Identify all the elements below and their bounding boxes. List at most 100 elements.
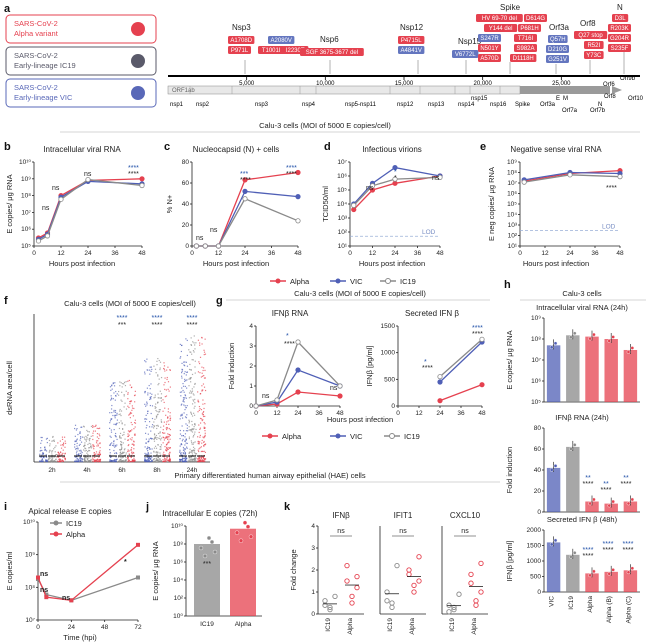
x-tick-label: IC19 xyxy=(387,618,394,632)
bar xyxy=(585,336,599,402)
sig-label: **** xyxy=(286,171,297,178)
data-point xyxy=(295,169,301,176)
sig-label: * xyxy=(124,559,127,566)
sig-label: **** xyxy=(187,322,198,329)
data-point xyxy=(479,382,485,388)
svg-text:V6772L: V6772L xyxy=(455,52,476,58)
b-xlabel: Hours post infection xyxy=(49,259,115,268)
chart-h1: 10⁵ 10⁶ 10⁷ 10⁸ 10⁹ E copies/ μg RNA xyxy=(505,315,640,406)
chart-k: Fold change IFNβ 0 1 2 3 4 IC19 Alpha ns IFIT1 IC19… xyxy=(289,511,488,635)
y-axis-label: Fold change xyxy=(289,549,298,590)
sig-label: **** xyxy=(152,322,163,329)
data-point xyxy=(85,176,91,183)
bar xyxy=(585,501,599,512)
lod-label: LOD xyxy=(422,229,436,236)
legend-alpha: Alpha xyxy=(290,277,310,286)
y-tick-label: 1 xyxy=(311,589,315,596)
y-tick-label: 2 xyxy=(249,363,253,370)
data-point xyxy=(44,595,49,600)
bar xyxy=(623,570,638,592)
data-point xyxy=(392,176,398,182)
chart-i: 10⁷ 10⁸ 10⁹ 10¹⁰ 0 24 48 72 E copies/ml ns ns ns * xyxy=(5,519,142,631)
sig-label: ns xyxy=(461,528,469,535)
g-xlabel: Hours post infection xyxy=(327,415,393,424)
series-legend: Alpha VIC IC19 xyxy=(270,277,416,286)
y-tick-label: 10⁶ xyxy=(173,559,183,566)
svg-text:P971L: P971L xyxy=(231,48,249,54)
data-point xyxy=(274,397,280,403)
y-tick-label: 10⁵ xyxy=(337,187,347,194)
scale-label: 10,000 xyxy=(316,81,335,87)
x-tick-label: 48 xyxy=(436,250,444,257)
x-tick-label: 24 xyxy=(436,410,444,417)
data-point xyxy=(567,172,573,178)
svg-text:Q27 stop: Q27 stop xyxy=(578,33,603,39)
scale-label: 15,000 xyxy=(395,81,414,87)
x-tick-label: 12 xyxy=(369,250,377,257)
data-point xyxy=(44,592,49,597)
mutation-spike-4: S247R xyxy=(478,34,501,42)
svg-text:R203K: R203K xyxy=(610,26,628,32)
h3-title: Secreted IFN β (48h) xyxy=(547,515,618,524)
panel-a: a SARS-CoV-2 Alpha variant SARS-CoV-2 Ea… xyxy=(4,3,644,114)
data-point xyxy=(44,233,51,239)
bar xyxy=(604,503,618,512)
series-line-vic xyxy=(353,166,441,205)
y-tick-label: 10² xyxy=(508,233,518,240)
mutation-nsp3-1: A2080V xyxy=(268,36,295,44)
series-line-alpha xyxy=(439,384,483,402)
data-point xyxy=(215,243,222,249)
series-line-vic xyxy=(255,369,341,407)
x-tick-label: Alpha (C) xyxy=(625,596,632,623)
y-tick-label: 10¹⁰ xyxy=(23,519,35,526)
panel-label-e: e xyxy=(480,141,486,153)
lod-label: LOD xyxy=(602,223,616,230)
y-tick-label: 10⁸ xyxy=(21,193,31,200)
data-point xyxy=(437,398,443,404)
orf-label: nsp3 xyxy=(255,102,269,108)
svg-text:A570D: A570D xyxy=(480,56,499,62)
scale-label: 5,000 xyxy=(239,81,255,87)
svg-text:S247R: S247R xyxy=(480,36,499,42)
y-tick-label: 10⁷ xyxy=(507,180,517,187)
mutation-nsp3-3: T1001I xyxy=(258,46,285,54)
sig-label: **** xyxy=(472,331,483,338)
data-point xyxy=(437,174,443,180)
f-title: Calu-3 cells (MOI of 5000 E copies/cell) xyxy=(64,299,196,308)
x-tick-label: 24 xyxy=(391,250,399,257)
panel-label-g: g xyxy=(216,295,223,307)
sig-label: ns xyxy=(40,571,48,578)
bar xyxy=(623,349,638,402)
series-line-ic19 xyxy=(37,576,139,602)
data-point xyxy=(295,339,301,345)
orf-label: M xyxy=(563,96,568,102)
y-tick-label: 10⁶ xyxy=(507,191,517,198)
y-tick-label: 10⁹ xyxy=(25,552,35,559)
gene-nsp12: Nsp12 xyxy=(400,23,424,32)
data-point xyxy=(295,218,301,224)
i-legend-ic19: IC19 xyxy=(66,519,82,528)
chart-b: 10⁵ 10⁶ 10⁷ 10⁸ 10⁹ 10¹⁰ 0 12 24 36 48 E copies/ μg… xyxy=(5,159,146,257)
sig-label: ns xyxy=(196,235,204,242)
y-tick-label: 10² xyxy=(338,229,348,236)
data-point xyxy=(193,243,200,249)
mutation-spike-0: HV 69-70 del xyxy=(476,14,523,22)
orf-label: nsp4 xyxy=(302,102,316,108)
h1-title: Intracellular viral RNA (24h) xyxy=(536,303,628,312)
y-tick-label: 1500 xyxy=(527,543,542,550)
y-tick-label: 4 xyxy=(311,523,315,530)
sig-label: **** xyxy=(606,185,617,192)
y-tick-label: 10⁵ xyxy=(21,243,31,250)
h-title: Calu-3 cells xyxy=(562,289,601,298)
svg-text:P681H: P681H xyxy=(520,26,538,32)
y-tick-label: 10⁴ xyxy=(173,577,183,584)
orf-label: nsp5-nsp11 xyxy=(345,102,377,108)
gene-n: N xyxy=(617,3,623,12)
x-tick-label: 72 xyxy=(134,624,142,631)
y-axis-label: E neg copies/ μg RNA xyxy=(487,167,496,241)
j-title: Intracellular E copies (72h) xyxy=(162,509,257,518)
bar xyxy=(194,544,220,616)
x-tick-label: 48 xyxy=(616,250,624,257)
